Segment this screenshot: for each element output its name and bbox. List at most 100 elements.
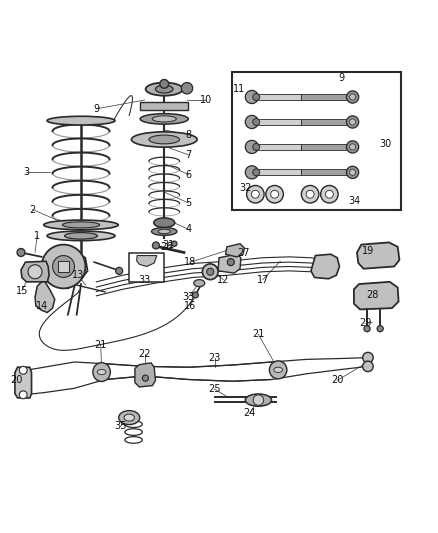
Text: 24: 24 (244, 408, 256, 418)
Text: 33: 33 (182, 292, 194, 302)
Text: 1: 1 (34, 231, 40, 241)
Text: 18: 18 (184, 257, 197, 267)
Text: 16: 16 (184, 301, 197, 311)
Circle shape (253, 169, 260, 176)
Circle shape (28, 265, 42, 279)
Ellipse shape (97, 369, 106, 375)
Circle shape (321, 185, 338, 203)
Text: 25: 25 (208, 384, 221, 394)
Ellipse shape (245, 394, 272, 406)
Circle shape (350, 144, 356, 150)
Text: 9: 9 (93, 104, 99, 114)
Text: 5: 5 (185, 198, 191, 208)
Text: 4: 4 (185, 224, 191, 235)
Ellipse shape (158, 229, 170, 233)
Circle shape (266, 185, 283, 203)
Text: 20: 20 (11, 375, 23, 385)
Polygon shape (35, 280, 55, 312)
Circle shape (377, 326, 383, 332)
Circle shape (245, 166, 258, 179)
Bar (301, 169, 353, 175)
Bar (258, 94, 301, 100)
Ellipse shape (154, 218, 175, 228)
Text: 19: 19 (362, 246, 374, 256)
Ellipse shape (65, 232, 97, 239)
Polygon shape (354, 282, 399, 310)
Bar (301, 144, 353, 150)
Circle shape (17, 248, 25, 256)
Circle shape (301, 185, 319, 203)
Circle shape (350, 94, 356, 100)
Circle shape (192, 292, 198, 298)
Circle shape (245, 115, 258, 128)
Polygon shape (137, 255, 157, 266)
Text: 9: 9 (339, 73, 345, 83)
Ellipse shape (47, 116, 115, 125)
Ellipse shape (269, 361, 287, 379)
Text: 12: 12 (217, 274, 230, 285)
Circle shape (19, 366, 27, 374)
Bar (129, 253, 164, 282)
Bar (301, 94, 353, 100)
Circle shape (152, 242, 159, 249)
Text: 21: 21 (95, 341, 107, 350)
Text: 20: 20 (331, 375, 343, 385)
Circle shape (346, 91, 359, 103)
Circle shape (172, 241, 177, 246)
Text: 29: 29 (360, 318, 372, 328)
Polygon shape (357, 243, 399, 269)
Text: 6: 6 (185, 169, 191, 180)
Circle shape (364, 326, 370, 332)
Circle shape (53, 255, 74, 278)
Circle shape (306, 190, 314, 198)
Text: 11: 11 (233, 84, 245, 94)
Circle shape (251, 190, 259, 198)
Polygon shape (135, 363, 155, 387)
Polygon shape (218, 254, 241, 273)
Circle shape (245, 140, 258, 154)
Ellipse shape (62, 222, 100, 228)
Circle shape (19, 391, 27, 399)
Circle shape (271, 190, 279, 198)
Polygon shape (21, 261, 49, 282)
Ellipse shape (93, 362, 110, 382)
Ellipse shape (152, 228, 177, 236)
Circle shape (350, 119, 356, 125)
Text: 26: 26 (160, 242, 173, 252)
Circle shape (346, 166, 359, 179)
Polygon shape (15, 367, 32, 398)
Text: 33: 33 (138, 274, 151, 285)
Ellipse shape (131, 132, 197, 147)
Ellipse shape (145, 83, 183, 96)
Text: 13: 13 (72, 270, 84, 280)
Circle shape (227, 259, 234, 265)
Circle shape (245, 91, 258, 103)
Text: 7: 7 (185, 150, 191, 160)
Ellipse shape (124, 414, 134, 421)
Bar (140, 102, 188, 110)
Text: 15: 15 (16, 286, 28, 296)
Text: 22: 22 (138, 349, 151, 359)
Circle shape (116, 268, 123, 274)
Circle shape (325, 190, 333, 198)
Circle shape (142, 375, 148, 381)
Circle shape (160, 79, 169, 88)
Text: 35: 35 (114, 422, 127, 431)
Circle shape (202, 264, 218, 280)
Text: 3: 3 (23, 167, 29, 177)
Text: 27: 27 (237, 248, 249, 259)
Ellipse shape (155, 85, 173, 93)
Polygon shape (311, 254, 339, 279)
Bar (258, 169, 301, 175)
Ellipse shape (149, 135, 180, 144)
Circle shape (346, 141, 359, 153)
Circle shape (253, 395, 264, 405)
Circle shape (247, 185, 264, 203)
Ellipse shape (274, 367, 283, 373)
Ellipse shape (44, 220, 118, 230)
Circle shape (346, 116, 359, 128)
Ellipse shape (119, 410, 140, 425)
Ellipse shape (194, 280, 205, 287)
Text: 23: 23 (208, 353, 221, 364)
Ellipse shape (152, 116, 176, 122)
